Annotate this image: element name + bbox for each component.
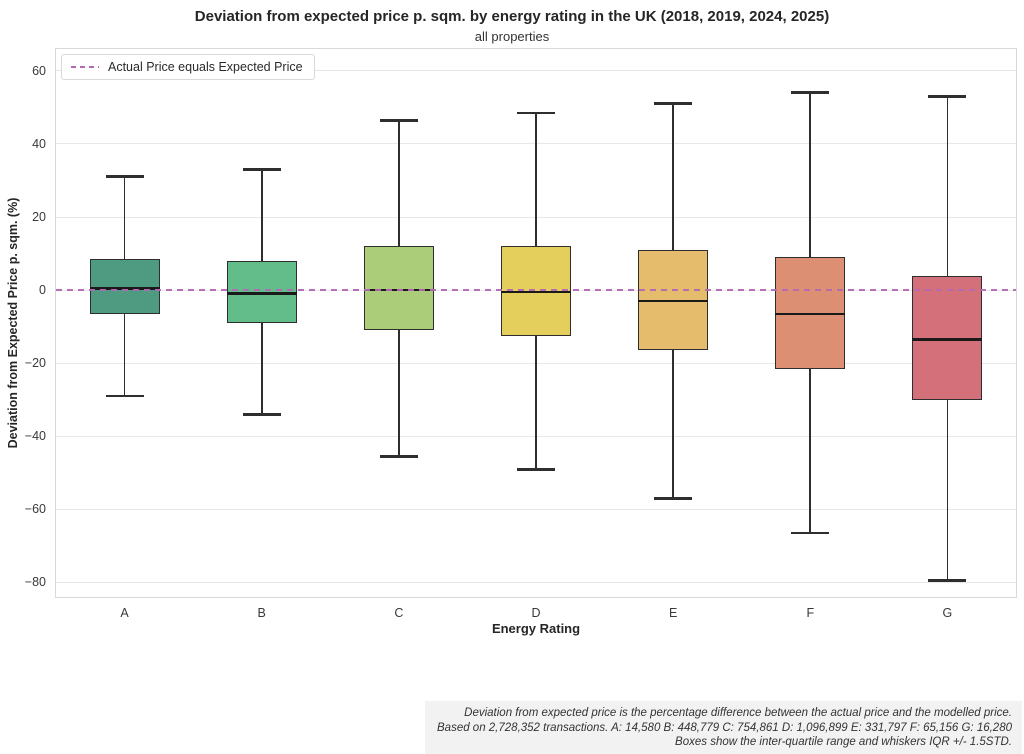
- y-tick-label: −60: [24, 502, 46, 517]
- median-F: [775, 312, 846, 316]
- y-tick-label: 0: [39, 283, 46, 298]
- legend-label: Actual Price equals Expected Price: [108, 60, 303, 74]
- y-tick-label: 40: [32, 136, 46, 151]
- box-B: [226, 260, 297, 323]
- plot-area: [55, 48, 1017, 598]
- y-tick-label: −40: [24, 429, 46, 444]
- median-D: [501, 290, 571, 294]
- whisker-cap-top-E: [654, 102, 693, 106]
- x-tick-label-A: A: [120, 606, 129, 620]
- whisker-cap-top-A: [105, 175, 144, 179]
- box-A: [89, 259, 160, 314]
- whisker-cap-bottom-E: [654, 496, 693, 500]
- whisker-cap-bottom-F: [791, 531, 830, 535]
- footnote-line: Boxes show the inter-quartile range and …: [675, 736, 1012, 748]
- median-A: [89, 286, 160, 290]
- whisker-cap-bottom-B: [242, 412, 281, 416]
- whisker-cap-bottom-A: [105, 394, 144, 398]
- gridline--60: [56, 508, 1016, 510]
- x-tick-label-G: G: [942, 606, 953, 620]
- whisker-cap-bottom-D: [517, 467, 555, 471]
- x-tick-label-D: D: [531, 606, 541, 620]
- gridline--80: [56, 581, 1016, 583]
- box-G: [912, 275, 983, 400]
- median-E: [638, 299, 709, 303]
- box-C: [363, 246, 434, 331]
- whisker-cap-top-B: [242, 168, 281, 171]
- whisker-cap-bottom-C: [379, 454, 418, 458]
- y-tick-label: −80: [24, 575, 46, 590]
- y-axis-label: Deviation from Expected Price p. sqm. (%…: [6, 197, 20, 449]
- gridline-60: [56, 70, 1016, 72]
- whisker-cap-top-F: [791, 91, 830, 95]
- chart-title: Deviation from expected price p. sqm. by…: [194, 8, 830, 25]
- x-tick-label-B: B: [257, 606, 266, 620]
- dashed-line-icon: [71, 66, 99, 68]
- footnote-line: Based on 2,728,352 transactions. A: 14,5…: [437, 721, 1012, 734]
- y-tick-label: 20: [32, 210, 46, 225]
- legend: Actual Price equals Expected Price: [61, 54, 315, 80]
- y-tick-label: −20: [24, 356, 46, 371]
- x-tick-label-C: C: [394, 606, 404, 620]
- median-G: [912, 338, 983, 341]
- x-tick-label-E: E: [668, 606, 678, 620]
- y-tick-label: 60: [32, 63, 46, 78]
- x-axis-label: Energy Rating: [491, 621, 581, 636]
- whisker-cap-top-D: [517, 111, 555, 115]
- x-tick-label-F: F: [806, 606, 815, 620]
- whisker-cap-top-G: [928, 95, 967, 98]
- median-B: [226, 292, 297, 296]
- whisker-cap-bottom-G: [928, 579, 967, 582]
- zero-reference-line: [56, 289, 1016, 291]
- footnote: Deviation from expected price is the per…: [425, 701, 1022, 754]
- footnote-line: Deviation from expected price is the per…: [464, 707, 1012, 719]
- chart-subtitle: all properties: [474, 29, 550, 44]
- whisker-cap-top-C: [379, 118, 418, 122]
